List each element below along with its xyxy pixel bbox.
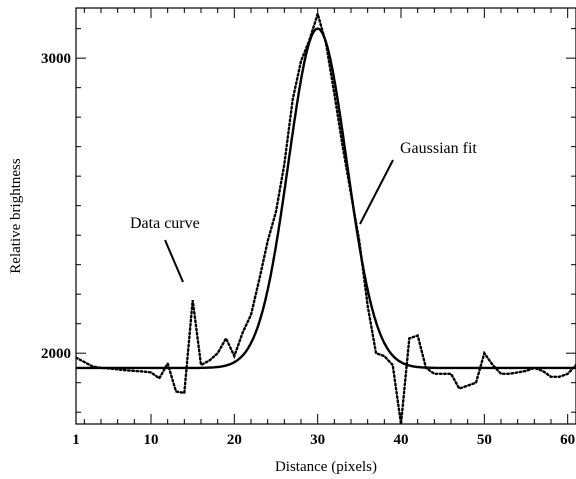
ticks xyxy=(75,8,576,424)
y-axis-label: Relative brightness xyxy=(8,158,24,274)
x-tick-label: 50 xyxy=(477,432,492,448)
annotation-gaussian-fit: Gaussian fit xyxy=(400,140,477,157)
x-tick-label: 30 xyxy=(310,432,325,448)
x-tick-label: 20 xyxy=(227,432,242,448)
y-tick-label: 2000 xyxy=(41,346,71,362)
x-tick-label: 40 xyxy=(394,432,409,448)
y-tick-label: 3000 xyxy=(41,51,71,67)
annotation-data-curve-pointer xyxy=(164,239,184,283)
x-tick-label: 10 xyxy=(144,432,159,448)
tick-labels: 1 10 20 30 40 50 60 2000 3000 xyxy=(41,51,575,448)
x-tick-label: 1 xyxy=(72,432,80,448)
annotation-data-curve: Data curve xyxy=(130,215,200,232)
x-tick-label: 60 xyxy=(560,432,575,448)
annotation-gaussian-fit-pointer xyxy=(359,159,394,225)
plot-frame xyxy=(75,7,576,425)
x-axis-label: Distance (pixels) xyxy=(275,459,377,475)
curves xyxy=(76,9,576,424)
series-gaussian-fit xyxy=(76,27,576,370)
